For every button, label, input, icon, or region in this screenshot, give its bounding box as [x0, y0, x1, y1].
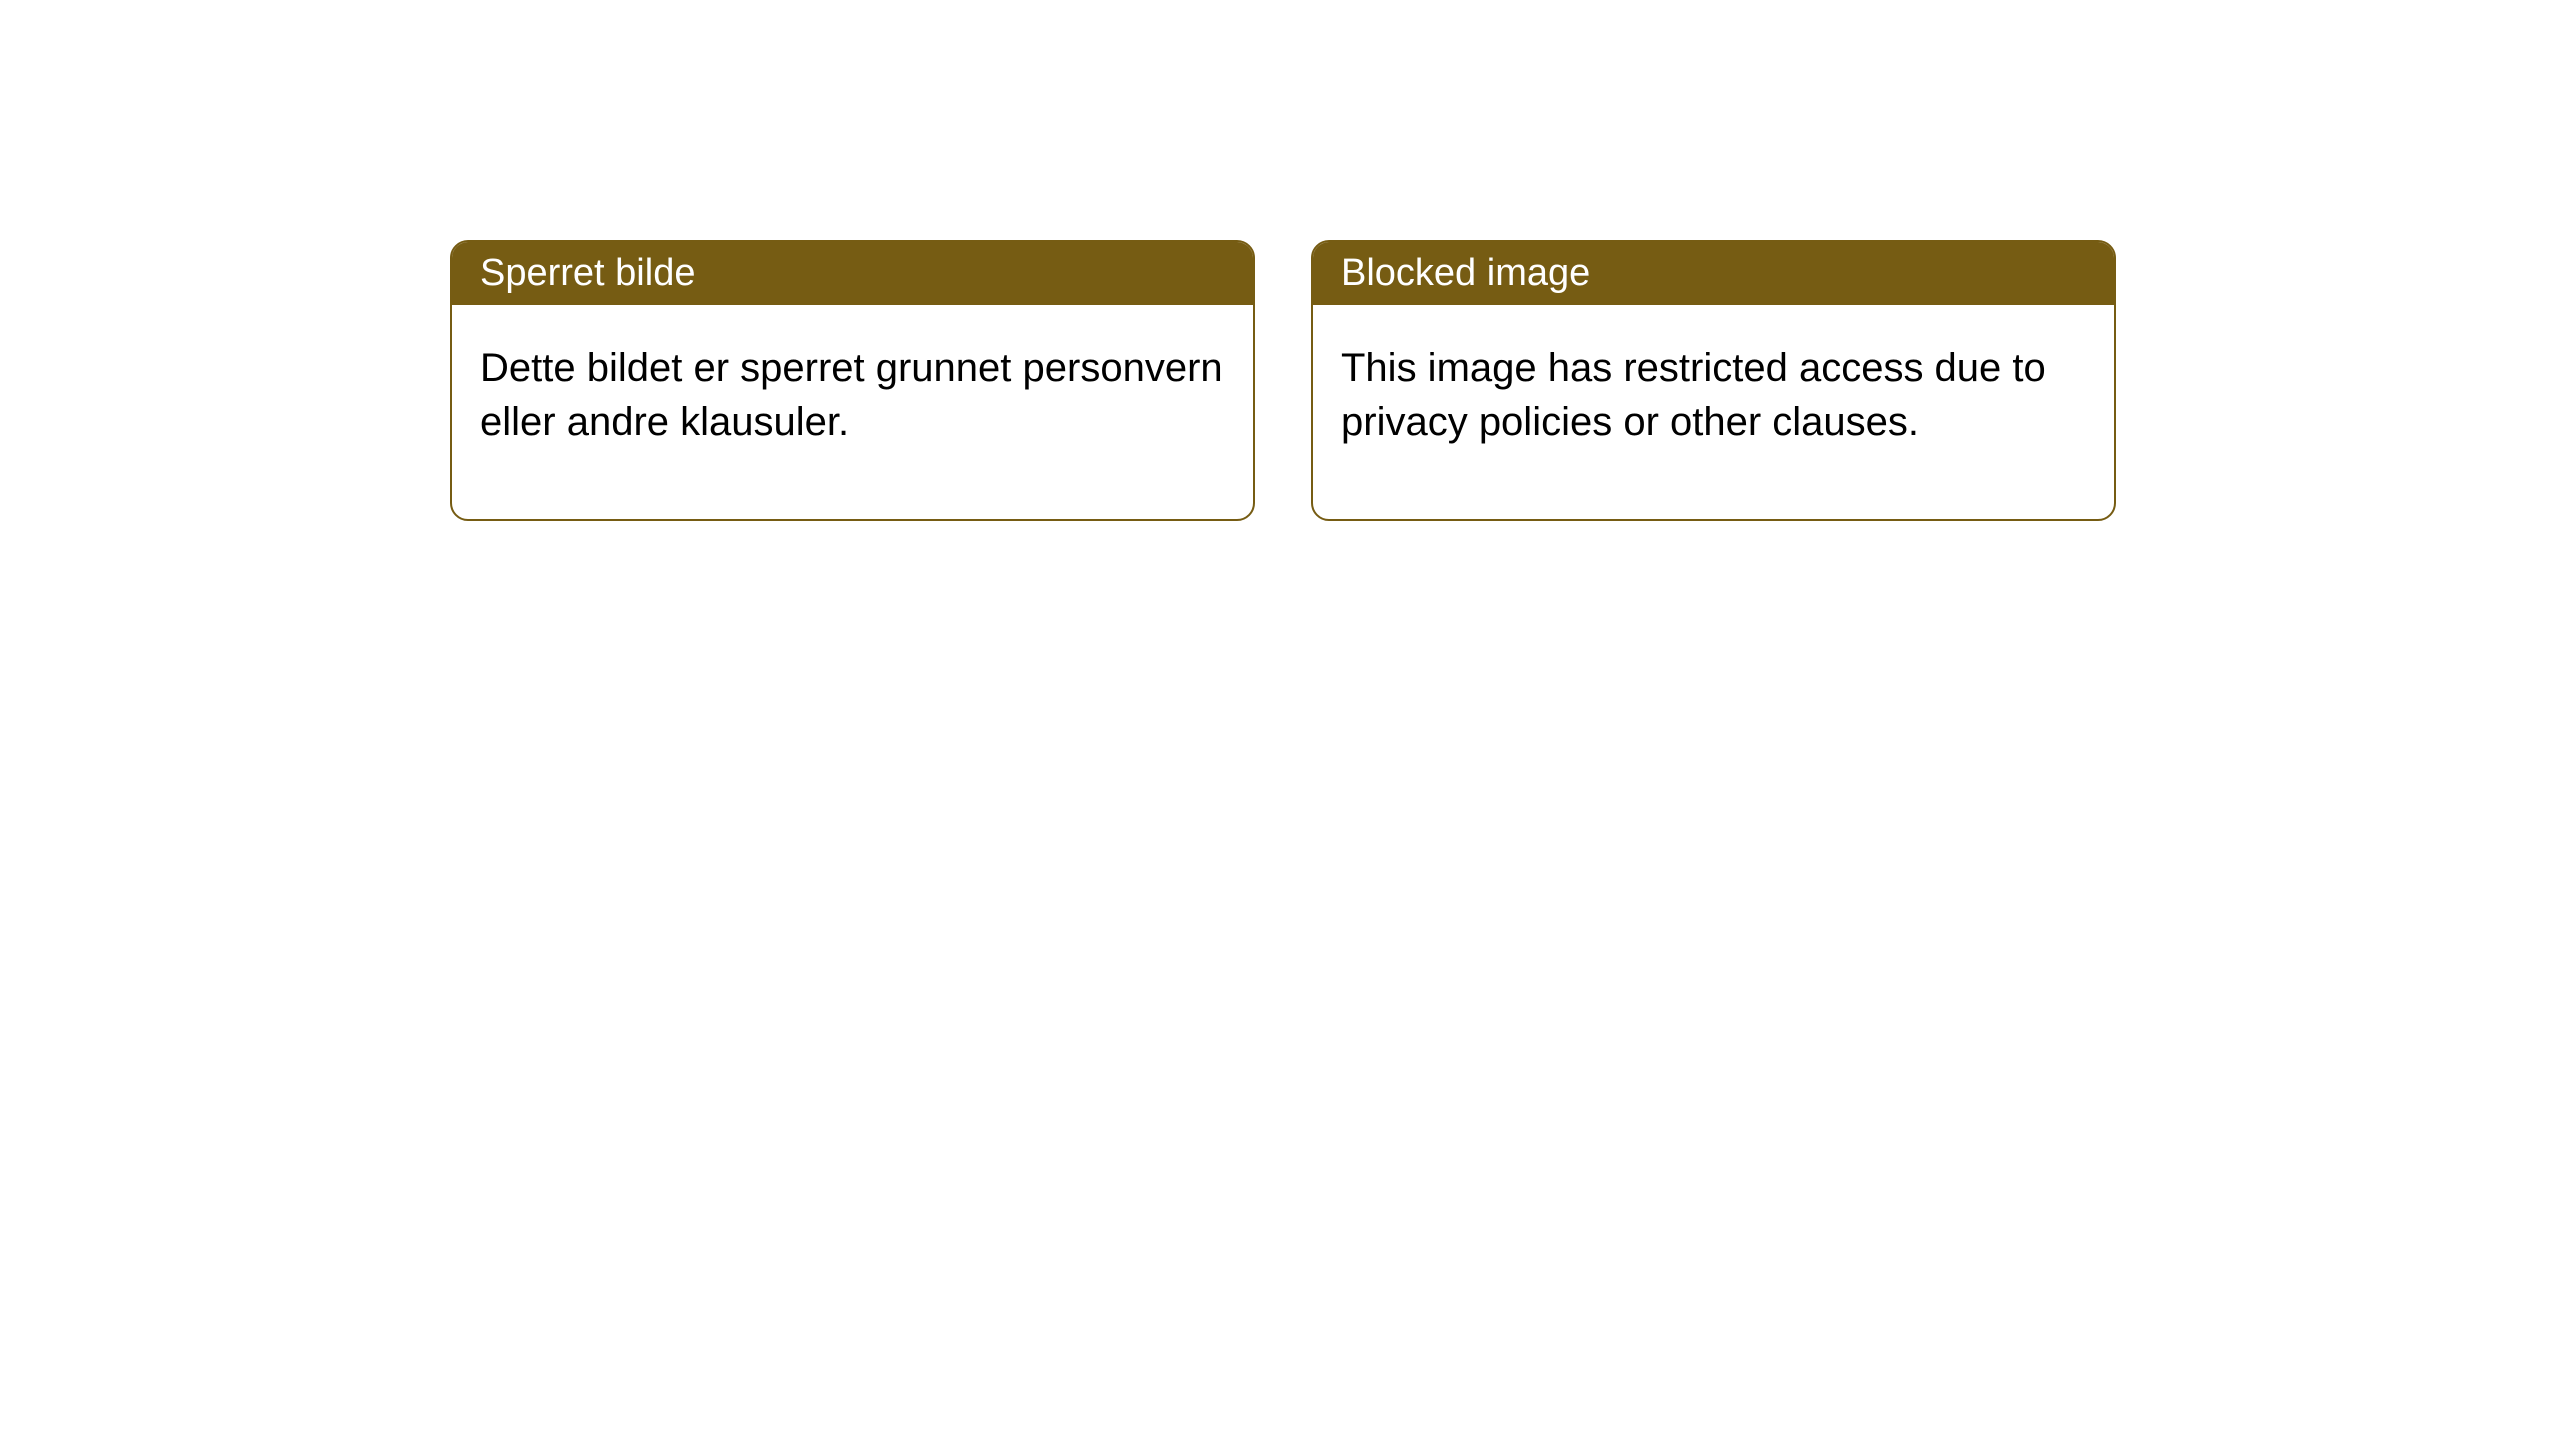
- card-body-text-en: This image has restricted access due to …: [1341, 346, 2046, 444]
- blocked-image-card-en: Blocked image This image has restricted …: [1311, 240, 2116, 521]
- card-title-en: Blocked image: [1341, 252, 1590, 294]
- blocked-image-card-no: Sperret bilde Dette bildet er sperret gr…: [450, 240, 1255, 521]
- card-header-en: Blocked image: [1313, 242, 2114, 305]
- card-body-no: Dette bildet er sperret grunnet personve…: [452, 305, 1253, 519]
- card-body-en: This image has restricted access due to …: [1313, 305, 2114, 519]
- notice-cards-container: Sperret bilde Dette bildet er sperret gr…: [0, 0, 2560, 521]
- card-title-no: Sperret bilde: [480, 252, 695, 294]
- card-header-no: Sperret bilde: [452, 242, 1253, 305]
- card-body-text-no: Dette bildet er sperret grunnet personve…: [480, 346, 1223, 444]
